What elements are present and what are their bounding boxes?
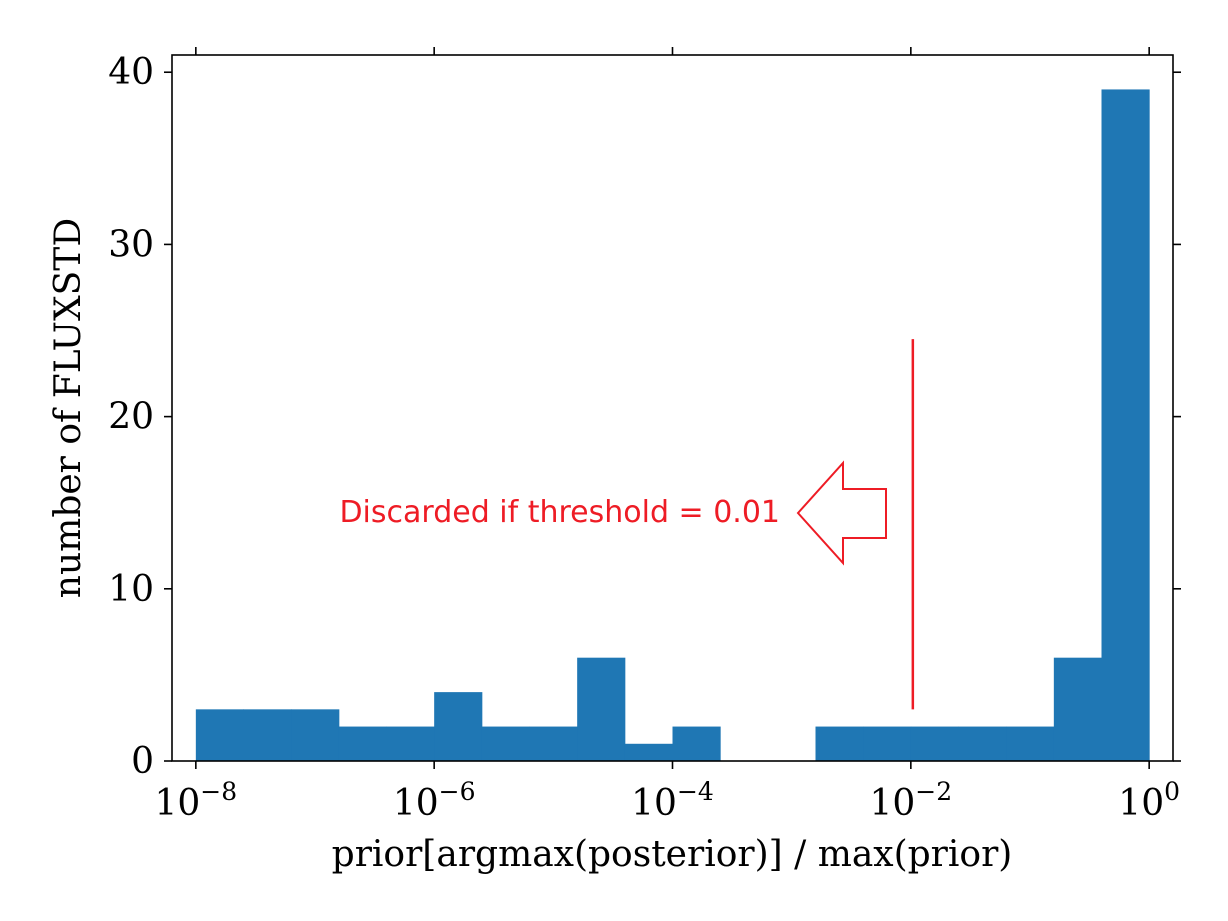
y-tick-label: 0 [131, 741, 154, 782]
x-tick-label: 10−6 [393, 777, 476, 824]
histogram-bar [481, 726, 530, 761]
x-tick-label: 10−4 [631, 777, 714, 824]
histogram-bar [434, 692, 483, 761]
histogram-bar [1053, 657, 1102, 761]
x-tick-label: 10−2 [869, 777, 952, 824]
histogram-bar [1006, 726, 1055, 761]
y-tick-label: 30 [108, 224, 154, 265]
x-tick-label: 100 [1118, 777, 1180, 824]
histogram-bar [910, 726, 959, 761]
histogram-bar [195, 709, 244, 761]
histogram-bar [958, 726, 1007, 761]
histogram-bar [338, 726, 387, 761]
histogram-bar [529, 726, 578, 761]
histogram-bar [1101, 89, 1150, 761]
ticks: 0 10 20 30 40 10−8 10−6 10−4 10−2 100 [108, 47, 1181, 824]
x-tick-label: 10−8 [154, 777, 237, 824]
x-axis-label: prior[argmax(posterior)] / max(prior) [332, 834, 1013, 875]
histogram-bar [815, 726, 864, 761]
histogram-bar [577, 657, 626, 761]
left-arrow-icon [796, 460, 887, 566]
bars [195, 89, 1150, 761]
histogram-bar [243, 709, 292, 761]
y-tick-label: 10 [108, 569, 154, 610]
histogram-bar [386, 726, 435, 761]
histogram-bar [291, 709, 340, 761]
y-axis-label: number of FLUXSTD [48, 218, 89, 598]
histogram-bar [624, 743, 673, 761]
histogram-bar [863, 726, 912, 761]
histogram-bar [672, 726, 721, 761]
plot-frame [171, 54, 1174, 762]
threshold-annotation: Discarded if threshold = 0.01 [339, 495, 780, 530]
y-tick-label: 20 [108, 397, 154, 438]
y-tick-label: 40 [108, 52, 154, 93]
